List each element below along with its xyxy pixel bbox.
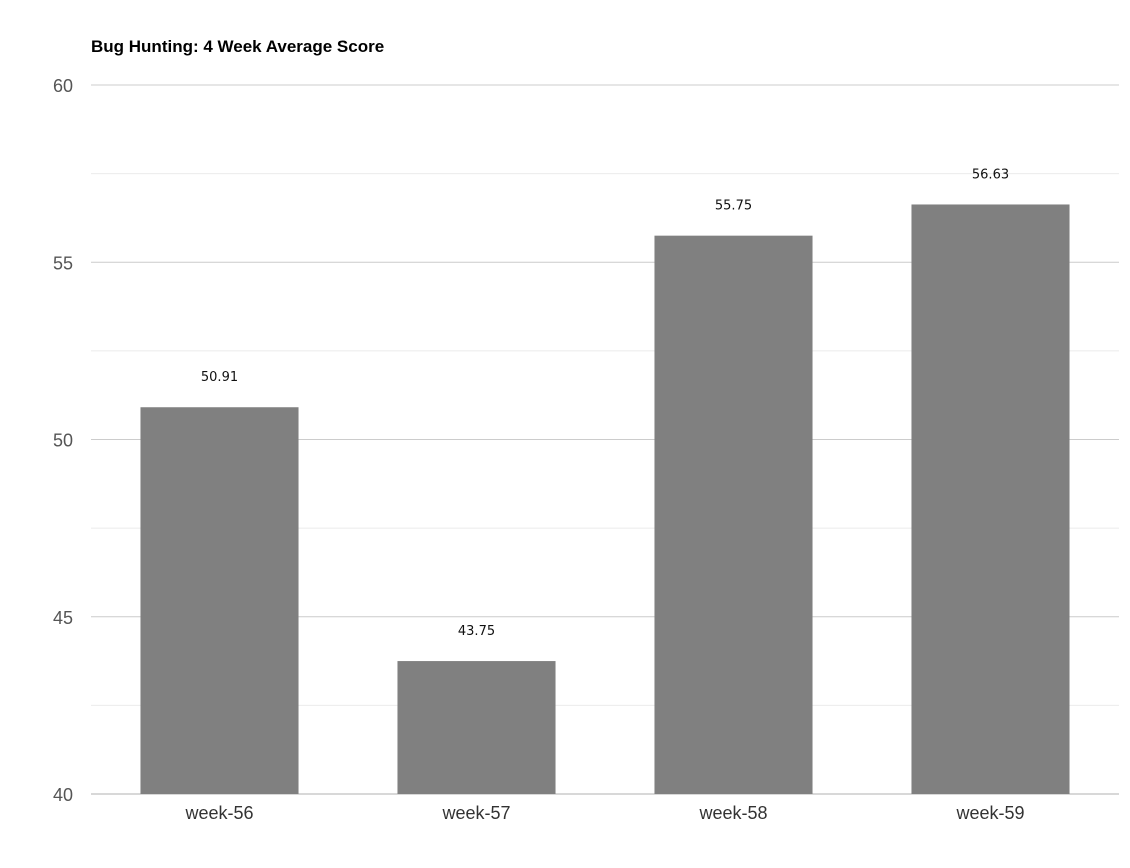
x-tick-label: week-59 xyxy=(955,803,1024,823)
y-tick-label: 45 xyxy=(53,608,73,628)
x-tick-label: week-58 xyxy=(698,803,767,823)
data-label: 55.75 xyxy=(715,199,752,214)
bars-layer xyxy=(140,204,1070,795)
axis-layer: 40 45 50 55 60 week-56 week-57 week-58 week-59 xyxy=(53,76,1025,823)
data-label: 43.75 xyxy=(458,624,495,639)
labels-layer: 50.91 43.75 55.75 56.63 xyxy=(201,167,1009,639)
x-tick-label: week-56 xyxy=(184,803,253,823)
bar-week-56 xyxy=(140,407,299,794)
y-tick-label: 60 xyxy=(53,76,73,96)
bar-week-58 xyxy=(654,235,813,795)
chart-title: Bug Hunting: 4 Week Average Score xyxy=(91,37,384,56)
data-label: 50.91 xyxy=(201,370,238,385)
x-tick-label: week-57 xyxy=(441,803,510,823)
y-tick-label: 55 xyxy=(53,253,73,273)
y-tick-label: 50 xyxy=(53,431,73,451)
y-tick-label: 40 xyxy=(53,785,73,805)
bar-week-59 xyxy=(911,204,1070,795)
data-label: 56.63 xyxy=(972,167,1009,182)
bar-week-57 xyxy=(397,661,556,794)
